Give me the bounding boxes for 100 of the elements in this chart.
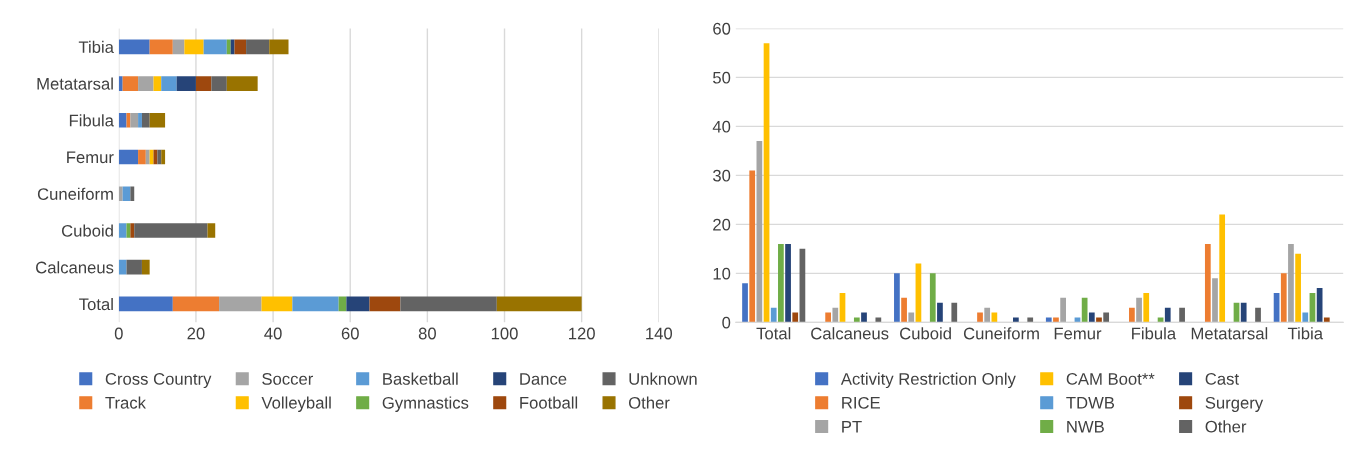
bar <box>749 170 756 323</box>
bar <box>1255 307 1261 323</box>
bar <box>1302 312 1309 323</box>
bar <box>1240 302 1247 323</box>
bar <box>118 149 139 165</box>
bar <box>211 76 227 91</box>
bar <box>149 149 154 165</box>
bar <box>991 312 998 323</box>
legend-label: RICE <box>842 396 880 409</box>
bar <box>1013 317 1019 323</box>
legend-label: Gymnastics <box>382 396 469 412</box>
bar <box>138 149 146 165</box>
bar <box>1045 317 1052 323</box>
bar <box>1143 292 1150 323</box>
x-tick-label: 80 <box>418 327 436 340</box>
bar <box>369 296 401 312</box>
bar <box>496 296 582 312</box>
bar <box>130 112 139 128</box>
bar <box>176 76 196 91</box>
bar <box>1288 243 1294 323</box>
bar <box>346 296 370 312</box>
bar <box>149 39 173 55</box>
bar <box>230 39 235 55</box>
bar <box>785 243 791 323</box>
y-tick-label: Total <box>79 297 113 311</box>
bar <box>951 302 958 323</box>
bar <box>184 39 204 55</box>
bar <box>130 223 135 238</box>
x-tick-label: 0 <box>114 327 123 340</box>
bar <box>161 149 166 165</box>
x-tick-label: Calcaneus <box>811 327 889 340</box>
bar <box>153 76 162 91</box>
bar <box>1295 253 1301 323</box>
bar <box>1212 278 1218 323</box>
x-tick-label: Tibia <box>1287 327 1324 340</box>
bar <box>929 273 936 323</box>
bar <box>126 259 142 275</box>
bar <box>1088 312 1095 323</box>
bar <box>246 39 270 55</box>
y-tick-label: Fibula <box>69 114 114 127</box>
y-tick-label: 30 <box>712 169 731 182</box>
bar <box>122 186 131 202</box>
bar <box>977 312 983 323</box>
bar <box>1081 297 1088 323</box>
y-tick-label: 20 <box>713 218 731 231</box>
bar <box>157 149 162 165</box>
bar <box>149 112 166 128</box>
bar <box>138 112 142 128</box>
legend-label: CAM Boot** <box>1066 373 1155 385</box>
bar <box>1053 317 1059 323</box>
x-tick-label: 60 <box>341 327 359 340</box>
x-tick-label: Cuneiform <box>963 327 1039 340</box>
bar <box>984 307 991 323</box>
bar <box>1280 273 1287 323</box>
bar <box>937 302 943 323</box>
x-tick-label: Metatarsal <box>1191 327 1268 340</box>
bar <box>292 296 339 312</box>
y-tick-label: 0 <box>722 316 731 329</box>
bar <box>770 307 777 323</box>
legend-label: Surgery <box>1205 396 1264 412</box>
bar <box>1129 307 1135 323</box>
bar <box>234 39 247 55</box>
x-tick-label: Total <box>756 327 791 340</box>
y-tick-label: 10 <box>713 267 731 280</box>
y-tick-label: Calcaneus <box>36 261 114 274</box>
bar <box>118 296 173 312</box>
legend-label: Activity Restriction Only <box>840 372 1016 389</box>
bar <box>141 112 150 128</box>
bar <box>141 259 150 275</box>
x-tick-label: Cuboid <box>900 327 951 340</box>
legend-label: TDWB <box>1066 397 1115 409</box>
bar <box>861 312 867 323</box>
bar <box>1323 317 1330 323</box>
y-tick-label: Femur <box>67 151 114 164</box>
bar <box>908 312 915 323</box>
bar <box>901 297 907 323</box>
bar <box>261 296 293 312</box>
x-tick-label: Fibula <box>1132 327 1177 340</box>
bar <box>226 76 258 91</box>
bar <box>1204 243 1211 323</box>
y-tick-label: 40 <box>712 120 731 133</box>
bar <box>130 186 135 202</box>
bar <box>118 112 127 128</box>
bar <box>269 39 289 55</box>
bar <box>161 76 177 91</box>
bar <box>1060 297 1066 323</box>
bar <box>118 39 150 55</box>
bar <box>118 76 123 91</box>
bar <box>118 223 127 238</box>
bar <box>1136 297 1142 323</box>
bar <box>219 296 262 312</box>
legend-label: Basketball <box>383 372 458 385</box>
y-tick-label: 60 <box>713 22 731 35</box>
bar <box>145 149 150 165</box>
legend-label: NWB <box>1067 420 1104 433</box>
legend-label: Cast <box>1205 373 1239 385</box>
bar <box>875 317 882 323</box>
bar <box>207 223 216 238</box>
legend-label: Volleyball <box>261 396 331 412</box>
y-tick-label: Tibia <box>78 40 114 54</box>
